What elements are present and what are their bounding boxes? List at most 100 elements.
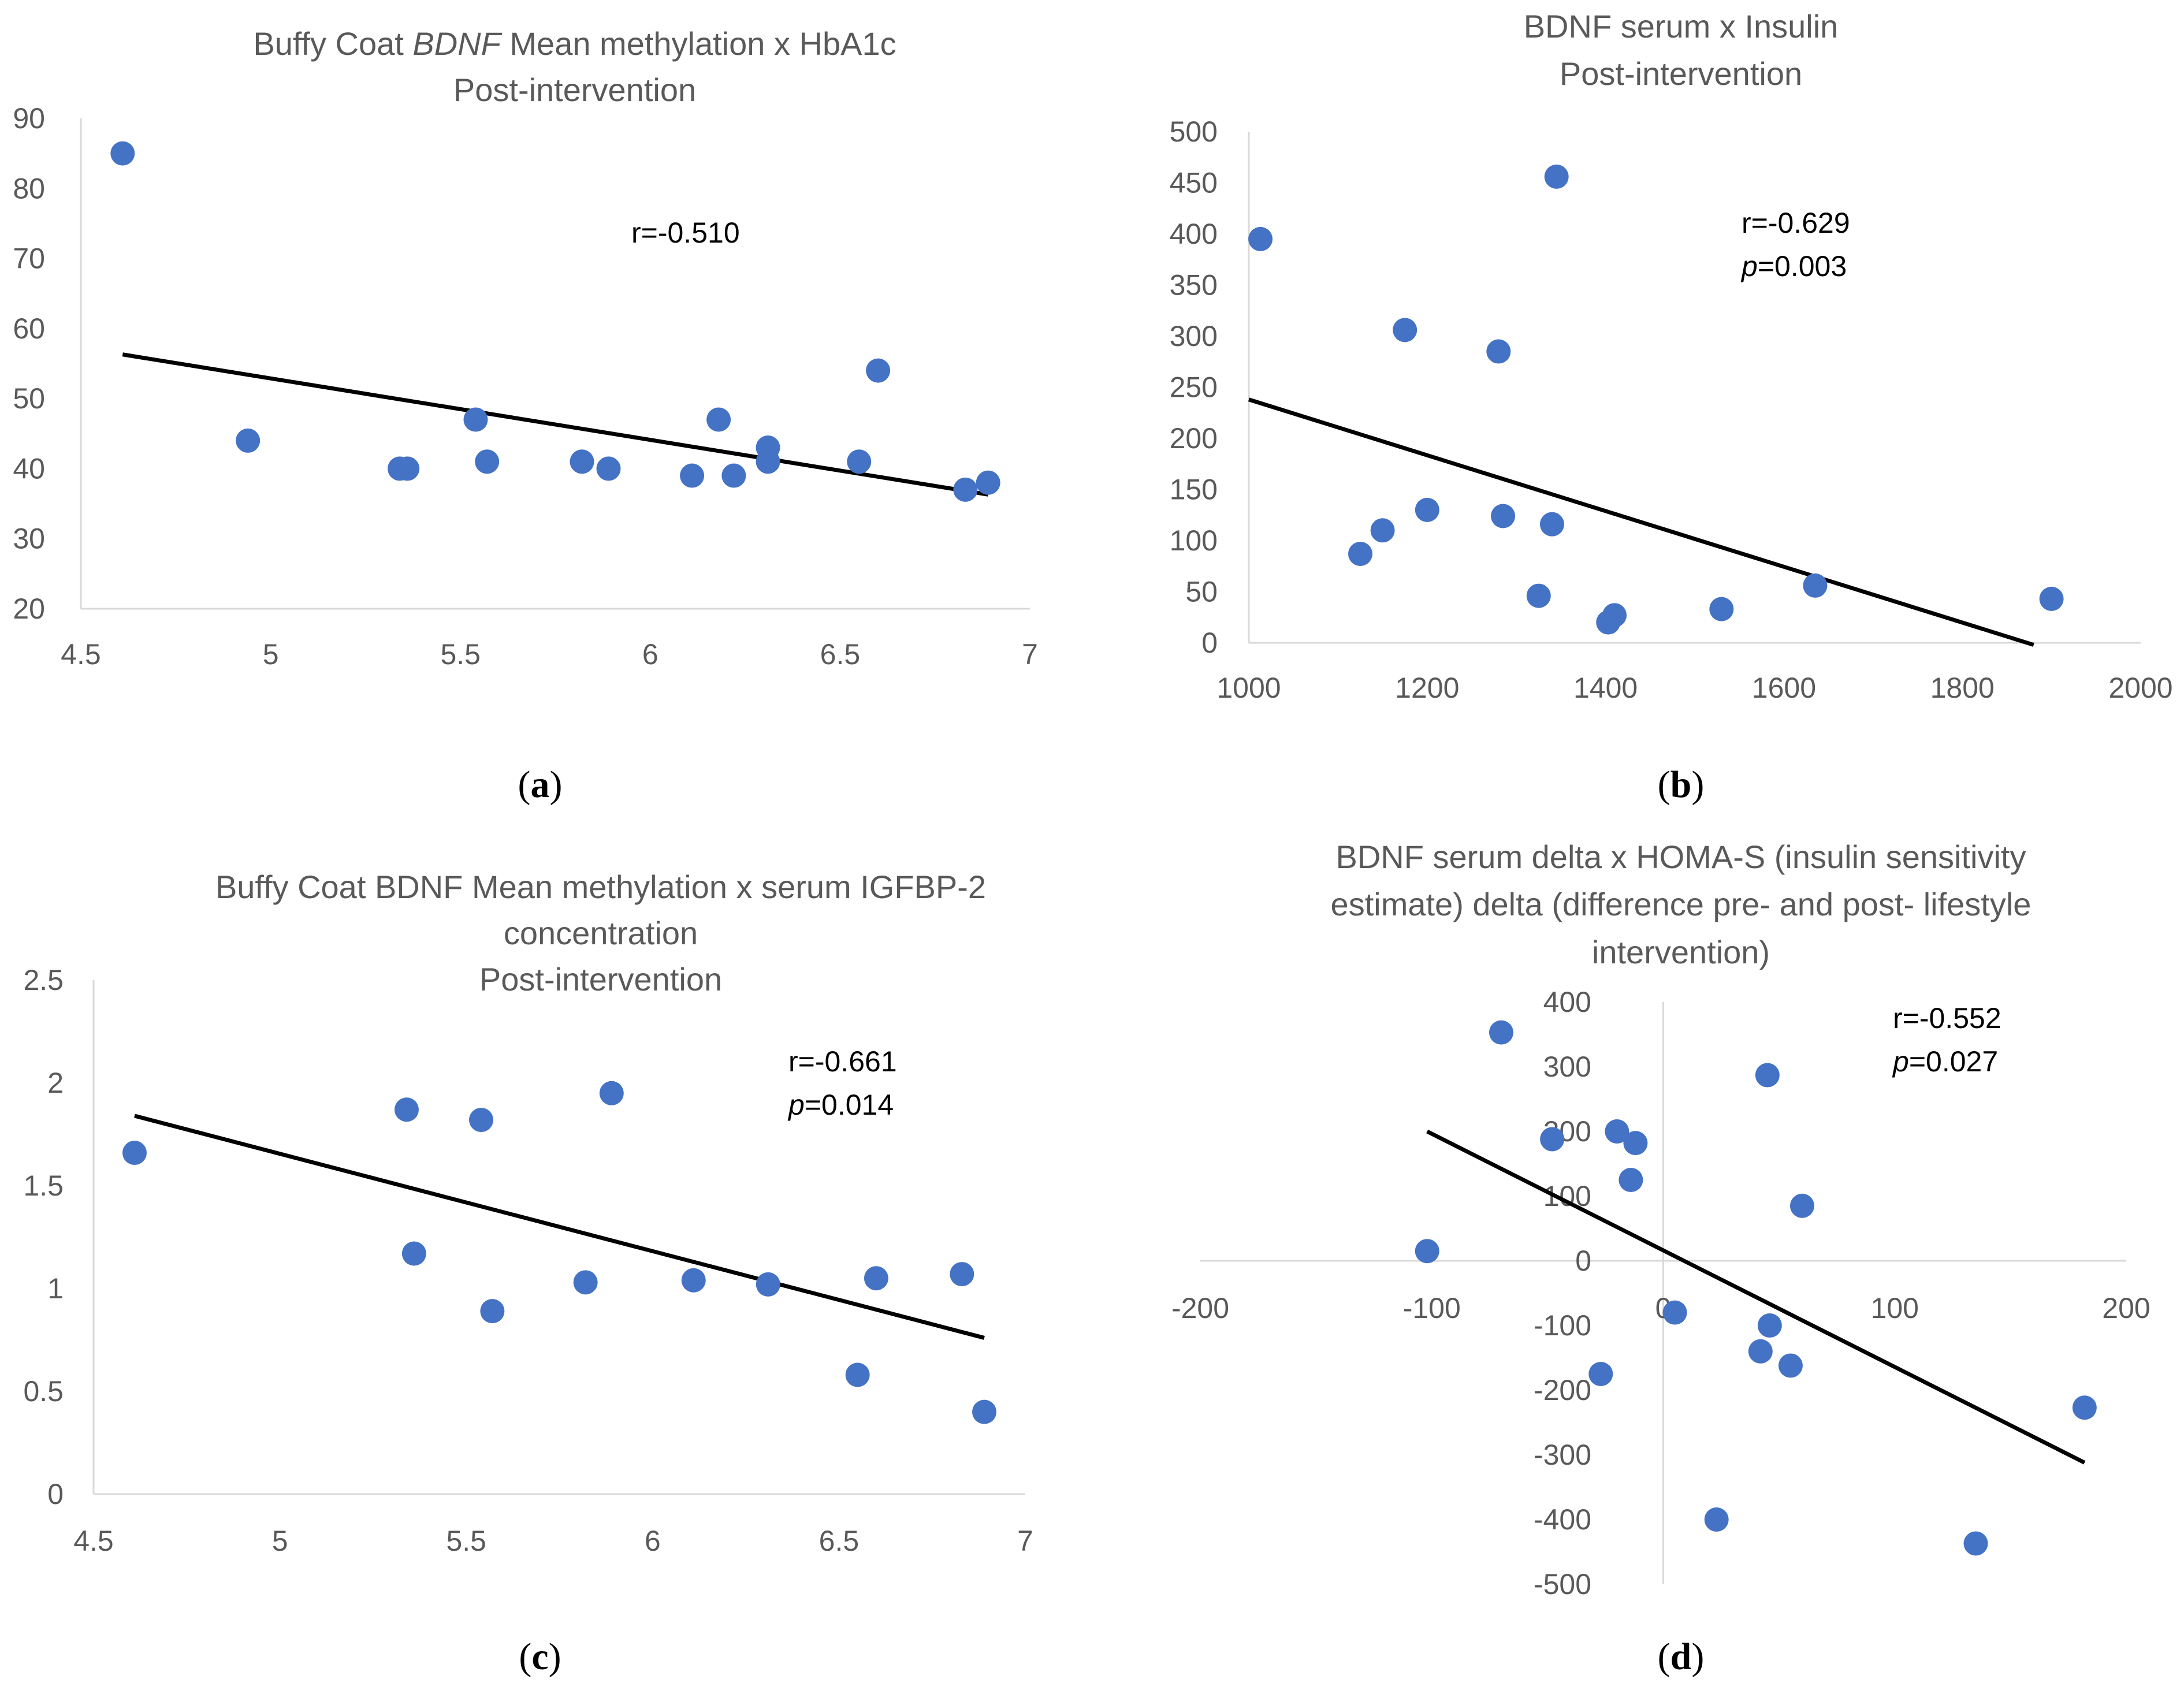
data-point xyxy=(845,1362,870,1387)
data-point xyxy=(1602,603,1627,628)
data-point xyxy=(394,1097,419,1122)
trendline xyxy=(1426,1129,2086,1465)
y-tick-label: 40 xyxy=(13,452,45,485)
data-point xyxy=(756,449,780,474)
y-tick-label: 300 xyxy=(1170,320,1218,352)
x-tick-label: 200 xyxy=(2102,1292,2150,1324)
y-tick-label: 200 xyxy=(1170,422,1218,455)
y-tick-label: 60 xyxy=(13,312,45,345)
data-point xyxy=(122,1141,147,1165)
p-value-annotation: p=0.003 xyxy=(1740,250,1847,282)
data-point xyxy=(1757,1313,1782,1338)
data-point xyxy=(972,1399,997,1424)
data-point xyxy=(401,1241,426,1266)
y-tick-label: 1.5 xyxy=(23,1170,64,1202)
data-point xyxy=(1623,1131,1648,1156)
x-tick-label: 4.5 xyxy=(73,1525,114,1557)
chart-title-line: Post-intervention xyxy=(453,72,696,108)
y-tick-label: -100 xyxy=(1534,1309,1591,1342)
chart-panel-c: Buffy Coat BDNF Mean methylation x serum… xyxy=(23,869,1033,1678)
p-symbol: p xyxy=(787,1089,805,1121)
data-point xyxy=(1803,573,1828,598)
x-tick-label: 2000 xyxy=(2108,672,2172,704)
y-tick-label: 70 xyxy=(13,243,45,275)
chart-title-segment: Buffy Coat BDNF Mean methylation x serum… xyxy=(215,869,986,905)
trendline xyxy=(122,352,989,497)
x-tick-label: 5.5 xyxy=(440,638,481,671)
x-tick-label: 1000 xyxy=(1216,672,1281,704)
data-point xyxy=(1415,497,1439,522)
y-tick-label: -200 xyxy=(1534,1374,1591,1406)
correlation-annotation: r=-0.510 xyxy=(631,217,740,249)
panel-label-close: ) xyxy=(550,764,563,806)
x-tick-label: 5.5 xyxy=(446,1525,486,1557)
data-point xyxy=(721,463,746,488)
p-value-annotation: p=0.027 xyxy=(1892,1045,1998,1078)
data-point xyxy=(110,141,135,166)
data-point xyxy=(1393,318,1417,342)
data-point xyxy=(864,1266,888,1291)
p-value: =0.027 xyxy=(1909,1045,1998,1078)
data-point xyxy=(1540,1127,1565,1152)
x-tick-label: -100 xyxy=(1403,1292,1461,1324)
data-point xyxy=(236,428,261,453)
y-tick-label: -400 xyxy=(1534,1503,1591,1536)
panel-label-close: ) xyxy=(1691,764,1704,806)
x-tick-label: 1400 xyxy=(1573,672,1638,704)
data-point xyxy=(1755,1063,1780,1088)
data-point xyxy=(1248,226,1273,251)
data-point xyxy=(953,477,978,502)
x-tick-label: 6.5 xyxy=(819,1525,860,1557)
x-tick-label: 1600 xyxy=(1752,672,1816,704)
data-point xyxy=(463,407,488,432)
data-point xyxy=(1778,1353,1803,1378)
x-tick-label: 6.5 xyxy=(820,638,861,671)
chart-panel-d: BDNF serum delta x HOMA-S (insulin sensi… xyxy=(1171,839,2150,1678)
chart-title-segment: BDNF serum delta x HOMA-S (insulin sensi… xyxy=(1336,839,2026,875)
y-tick-label: 0 xyxy=(47,1478,64,1510)
chart-title-segment: Post-intervention xyxy=(453,72,696,108)
p-symbol: p xyxy=(1892,1045,1909,1078)
data-point xyxy=(1709,597,1734,621)
data-point xyxy=(1489,1020,1513,1045)
y-tick-label: 90 xyxy=(13,102,45,135)
y-tick-label: 500 xyxy=(1170,116,1218,148)
correlation-annotation: r=-0.629 xyxy=(1742,207,1850,239)
panel-label-letter: d xyxy=(1670,1636,1692,1678)
data-point xyxy=(680,463,705,488)
x-tick-label: 4.5 xyxy=(61,638,101,671)
chart-title-segment: intervention) xyxy=(1592,934,1770,970)
chart-title-segment: concentration xyxy=(504,915,698,951)
p-symbol: p xyxy=(1740,250,1758,282)
panel-label-open: ( xyxy=(519,1636,531,1678)
panel-label-open: ( xyxy=(518,764,531,806)
data-point xyxy=(1415,1239,1439,1264)
x-tick-label: 5 xyxy=(263,638,279,671)
data-point xyxy=(706,407,731,432)
data-point xyxy=(1544,164,1569,189)
data-point xyxy=(2072,1395,2097,1420)
trendline xyxy=(1248,397,2034,647)
data-point xyxy=(1348,542,1372,567)
data-point xyxy=(681,1268,706,1293)
correlation-annotation: r=-0.661 xyxy=(788,1045,897,1078)
y-tick-label: 50 xyxy=(1185,576,1218,608)
y-tick-label: -300 xyxy=(1534,1439,1591,1471)
y-tick-label: 300 xyxy=(1543,1051,1591,1083)
y-tick-label: 80 xyxy=(13,172,45,204)
chart-title-segment: estimate) delta (difference pre- and pos… xyxy=(1331,886,2032,922)
x-tick-label: 6 xyxy=(642,638,658,671)
x-tick-label: 100 xyxy=(1871,1292,1919,1324)
chart-title-line: Post-intervention xyxy=(479,961,722,997)
data-point xyxy=(1486,339,1511,364)
y-tick-label: 400 xyxy=(1170,218,1218,250)
chart-title-segment: Buffy Coat xyxy=(253,25,412,62)
data-point xyxy=(1704,1507,1729,1532)
data-point xyxy=(573,1270,598,1295)
chart-title-segment: BDNF xyxy=(412,25,502,62)
data-point xyxy=(1539,512,1564,537)
data-point xyxy=(1370,518,1395,543)
x-tick-label: 5 xyxy=(272,1525,288,1557)
panel-label: (b) xyxy=(1658,764,1705,806)
